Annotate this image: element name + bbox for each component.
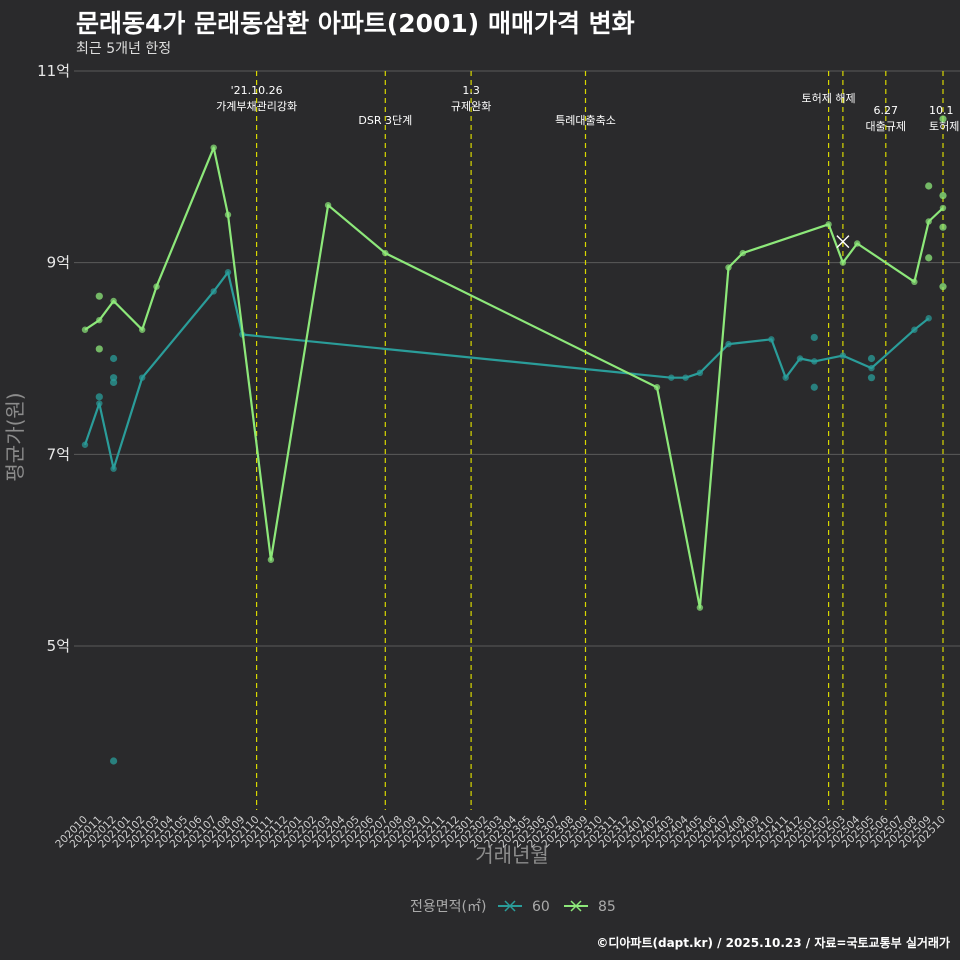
point-60 [867, 374, 876, 382]
line-point-85 [96, 316, 103, 324]
policy-label: 특례대출축소 [555, 114, 616, 127]
line-point-60 [868, 364, 875, 372]
line-point-85 [911, 278, 918, 286]
line-point-85 [696, 604, 704, 611]
x-axis-title: 거래년월 [475, 843, 549, 867]
line-point-60 [110, 465, 117, 472]
point-85 [95, 345, 103, 353]
policy-label: 대출규제 [866, 120, 906, 133]
line-point-60 [839, 352, 847, 359]
legend: 전용면적(㎡) 60 85 [410, 899, 616, 915]
line-point-60 [224, 269, 232, 276]
point-60 [110, 354, 118, 363]
line-point-85 [139, 326, 146, 333]
line-point-85 [210, 144, 217, 151]
line-point-85 [153, 283, 160, 290]
legend-label: 60 [532, 899, 550, 915]
line-point-85 [925, 218, 932, 225]
line-point-85 [110, 297, 117, 305]
y-tick-label: 7억 [47, 445, 70, 463]
point-85 [939, 283, 947, 291]
legend-title: 전용면적(㎡) [410, 899, 486, 915]
point-85 [95, 292, 103, 300]
point-85 [939, 223, 947, 231]
line-point-60 [925, 315, 932, 322]
grid-lines [74, 70, 960, 647]
line-point-60 [96, 400, 103, 407]
series-group [81, 115, 947, 765]
line-point-85 [224, 211, 232, 218]
line-point-60 [210, 288, 217, 295]
point-85 [925, 254, 933, 262]
line-point-60 [81, 441, 89, 448]
line-point-85 [939, 204, 947, 212]
data-series [81, 115, 947, 765]
y-tick-label: 11억 [37, 62, 70, 80]
point-60 [810, 333, 818, 342]
point-60 [810, 383, 818, 391]
legend-key-85: 85 [564, 899, 616, 915]
line-point-85 [382, 249, 389, 257]
line-point-60 [782, 374, 789, 381]
line-point-85 [854, 240, 861, 247]
line-85 [84, 146, 944, 609]
legend-cross-icon [570, 900, 582, 912]
chart-subtitle: 최근 5개년 한정 [76, 41, 172, 57]
line-point-85 [739, 249, 746, 257]
line-point-60 [682, 374, 689, 381]
y-tick-label: 9억 [47, 254, 70, 272]
legend-cross-icon [504, 900, 516, 912]
line-point-60 [696, 369, 704, 377]
policy-label: 10.1 [929, 104, 954, 117]
line-point-60 [668, 374, 675, 381]
policy-label: 6.27 [874, 104, 899, 117]
policy-label: 규제완화 [451, 100, 491, 113]
line-point-60 [796, 355, 804, 362]
policy-label: 1.3 [462, 84, 480, 97]
y-axis-title: 평균가(원) [3, 392, 27, 481]
policy-label: '21.10.26 [231, 84, 283, 97]
point-85 [939, 115, 947, 123]
line-point-60 [768, 336, 775, 343]
line-point-85 [81, 326, 89, 333]
line-point-85 [324, 201, 332, 209]
line-point-85 [839, 259, 847, 266]
policy-label: 토허제 [929, 120, 959, 133]
line-point-85 [825, 221, 832, 228]
point-85 [925, 182, 933, 190]
point-60 [110, 757, 118, 765]
point-85 [939, 191, 947, 200]
line-point-60 [725, 340, 732, 348]
point-60 [95, 393, 103, 401]
line-point-85 [267, 556, 275, 563]
policy-label: 토허제 해제 [802, 91, 856, 105]
point-60 [867, 354, 876, 363]
cross-marker [836, 235, 850, 249]
point-60 [110, 378, 118, 387]
source-caption: ©디아파트(dapt.kr) / 2025.10.23 / 자료=국토교통부 실… [596, 936, 950, 950]
y-tick-label: 5억 [47, 637, 70, 655]
line-60 [83, 271, 930, 470]
line-point-60 [139, 374, 146, 381]
y-axis-ticks: 5억 7억 9억 11억 [37, 62, 70, 655]
line-point-60 [911, 326, 918, 333]
line-point-85 [653, 384, 661, 391]
line-point-85 [725, 264, 732, 271]
line-point-60 [811, 358, 818, 365]
policy-label: 가계부채관리강화 [216, 100, 297, 113]
chart-title: 문래동4가 문래동삼환 아파트(2001) 매매가격 변화 [76, 9, 635, 38]
legend-key-60: 60 [498, 899, 550, 915]
policy-label: DSR 3단계 [358, 114, 412, 127]
legend-label: 85 [598, 899, 616, 915]
